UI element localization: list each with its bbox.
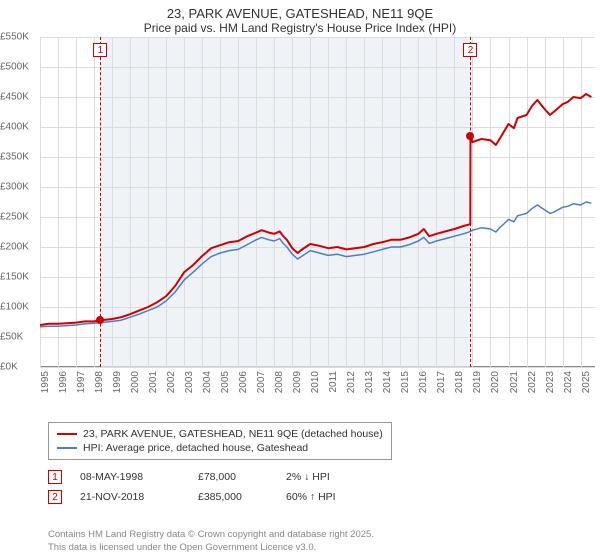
legend-label: 23, PARK AVENUE, GATESHEAD, NE11 9QE (de… (83, 428, 383, 440)
x-tick-label: 2022 (527, 371, 538, 393)
event-row: 1 08-MAY-1998 £78,000 2% ↓ HPI (48, 470, 386, 484)
y-tick-label: £200K (0, 242, 38, 253)
x-tick-label: 2004 (202, 371, 213, 393)
marker-line (470, 37, 471, 367)
x-tick-label: 2011 (328, 371, 339, 393)
y-tick-label: £350K (0, 152, 38, 163)
x-tick-label: 2017 (436, 371, 447, 393)
marker-label: 1 (93, 43, 107, 57)
marker-dot (96, 316, 104, 324)
x-axis: 1995 1996 1997 1998 1999 2000 2001 2002 2003 2004… (40, 368, 595, 413)
x-tick-label: 2016 (418, 371, 429, 393)
y-tick-label: £450K (0, 92, 38, 103)
x-tick-label: 2013 (364, 371, 375, 393)
footer-line: Contains HM Land Registry data © Crown c… (48, 529, 374, 541)
chart-area: £0K £50K £100K £150K £200K £250K £300K £350K £40… (0, 37, 600, 417)
events-table: 1 08-MAY-1998 £78,000 2% ↓ HPI 2 21-NOV-… (48, 470, 386, 510)
x-tick-label: 1999 (112, 371, 123, 393)
x-tick-label: 1996 (58, 371, 69, 393)
x-tick-label: 2012 (346, 371, 357, 393)
series-line (40, 94, 591, 325)
line-series (40, 37, 595, 367)
legend-swatch (57, 433, 77, 435)
x-tick-label: 2020 (490, 371, 501, 393)
y-tick-label: £300K (0, 182, 38, 193)
legend-row: HPI: Average price, detached house, Gate… (57, 441, 383, 455)
event-delta: 2% ↓ HPI (286, 471, 386, 483)
x-tick-label: 2014 (382, 371, 393, 393)
y-tick-label: £500K (0, 62, 38, 73)
y-tick-label: £0K (0, 362, 38, 373)
x-tick-label: 2003 (184, 371, 195, 393)
marker-label: 2 (463, 43, 477, 57)
event-marker: 2 (48, 490, 62, 504)
x-tick-label: 2005 (220, 371, 231, 393)
x-tick-label: 2008 (274, 371, 285, 393)
chart-subtitle: Price paid vs. HM Land Registry's House … (0, 21, 600, 35)
chart-title-block: 23, PARK AVENUE, GATESHEAD, NE11 9QE Pri… (0, 0, 600, 37)
x-tick-label: 2021 (509, 371, 520, 393)
event-price: £385,000 (198, 491, 268, 503)
legend-row: 23, PARK AVENUE, GATESHEAD, NE11 9QE (de… (57, 427, 383, 441)
x-tick-label: 2002 (166, 371, 177, 393)
event-row: 2 21-NOV-2018 £385,000 60% ↑ HPI (48, 490, 386, 504)
event-date: 08-MAY-1998 (80, 471, 180, 483)
footer: Contains HM Land Registry data © Crown c… (48, 529, 374, 554)
y-tick-label: £50K (0, 332, 38, 343)
x-tick-label: 2009 (292, 371, 303, 393)
y-tick-label: £250K (0, 212, 38, 223)
y-tick-label: £400K (0, 122, 38, 133)
y-tick-label: £100K (0, 302, 38, 313)
marker-dot (466, 132, 474, 140)
x-tick-label: 2025 (581, 371, 592, 393)
plot-area: 12 (40, 37, 595, 367)
y-axis: £0K£50K£100K£150K£200K£250K£300K£350K£40… (0, 37, 40, 367)
x-tick-label: 2010 (310, 371, 321, 393)
event-marker: 1 (48, 470, 62, 484)
legend-swatch (57, 447, 77, 449)
y-tick-label: £550K (0, 32, 38, 43)
x-tick-label: 2023 (545, 371, 556, 393)
chart-title: 23, PARK AVENUE, GATESHEAD, NE11 9QE (0, 6, 600, 21)
event-date: 21-NOV-2018 (80, 491, 180, 503)
series-line (40, 202, 591, 327)
legend-label: HPI: Average price, detached house, Gate… (83, 442, 308, 454)
x-tick-label: 1997 (76, 371, 87, 393)
x-tick-label: 1998 (94, 371, 105, 393)
x-tick-label: 2015 (400, 371, 411, 393)
x-tick-label: 2024 (563, 371, 574, 393)
x-tick-label: 1995 (40, 371, 51, 393)
event-price: £78,000 (198, 471, 268, 483)
x-tick-label: 2019 (472, 371, 483, 393)
event-delta: 60% ↑ HPI (286, 491, 386, 503)
x-tick-label: 2006 (238, 371, 249, 393)
legend: 23, PARK AVENUE, GATESHEAD, NE11 9QE (de… (48, 422, 392, 460)
y-tick-label: £150K (0, 272, 38, 283)
x-tick-label: 2000 (130, 371, 141, 393)
x-tick-label: 2018 (454, 371, 465, 393)
x-tick-label: 2007 (256, 371, 267, 393)
x-tick-label: 2001 (148, 371, 159, 393)
footer-line: This data is licensed under the Open Gov… (48, 542, 374, 554)
